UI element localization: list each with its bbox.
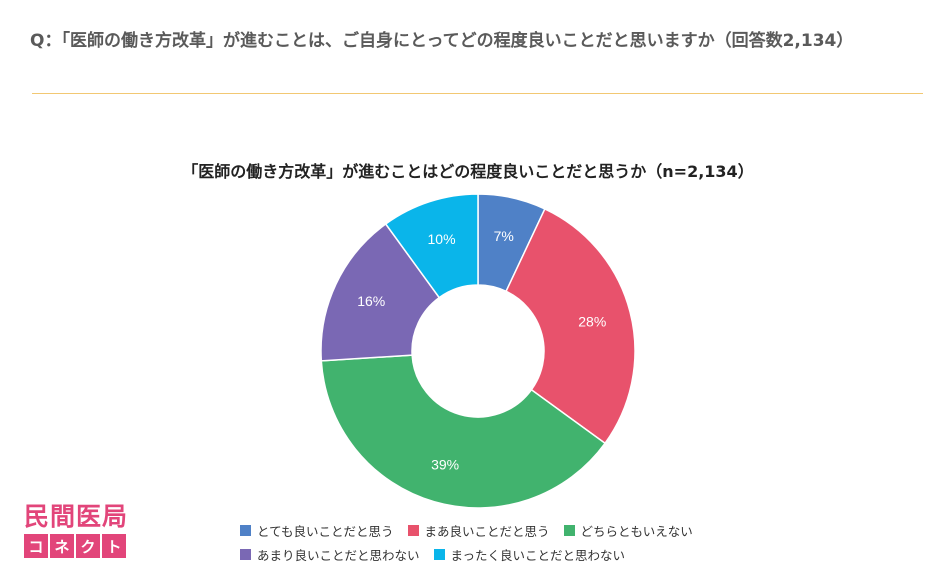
legend-label-not-very-good: あまり良いことだと思わない	[257, 547, 420, 563]
slice-label-not-very-good: 16%	[357, 293, 385, 309]
legend-row-2: あまり良いことだと思わない まったく良いことだと思わない	[240, 542, 800, 566]
legend-item-not-good-at-all: まったく良いことだと思わない	[433, 545, 626, 564]
donut-slice-not-good-at-all	[384, 193, 479, 299]
legend-label-neutral: どちらともいえない	[580, 523, 693, 539]
legend-item-somewhat-good: まあ良いことだと思う	[407, 521, 550, 540]
brand-logo: 民間医局 コ ネ ク ト	[24, 503, 134, 565]
legend-row-1: とても良いことだと思う まあ良いことだと思う どちらともいえない	[240, 518, 800, 542]
legend-label-very-good: とても良いことだと思う	[257, 523, 394, 539]
legend-label-not-good-at-all: まったく良いことだと思わない	[450, 547, 626, 563]
donut-slice-somewhat-good	[505, 207, 636, 445]
legend-label-somewhat-good: まあ良いことだと思う	[424, 523, 550, 539]
legend-swatch-not-good-at-all	[433, 548, 445, 560]
slice-label-neutral: 39%	[431, 456, 459, 472]
legend-swatch-neutral	[563, 524, 575, 536]
legend-item-not-very-good: あまり良いことだと思わない	[240, 545, 420, 564]
divider	[32, 93, 923, 94]
slice-label-very-good: 7%	[494, 228, 514, 244]
slice-label-somewhat-good: 28%	[578, 314, 606, 330]
slice-label-not-good-at-all: 10%	[428, 231, 456, 247]
legend-swatch-not-very-good	[240, 548, 251, 560]
legend-swatch-very-good	[240, 524, 251, 536]
chart-legend: とても良いことだと思う まあ良いことだと思う どちらともいえない あまり良いこと…	[240, 518, 800, 566]
donut-slice-neutral	[320, 354, 607, 509]
brand-logo-char-3: ク	[76, 534, 100, 558]
legend-item-very-good: とても良いことだと思う	[240, 521, 394, 540]
brand-logo-char-2: ネ	[50, 534, 74, 558]
brand-logo-subtitle: コ ネ ク ト	[24, 534, 134, 558]
question-text: Q：「医師の働き方改革」が進むことは、ご自身にとってどの程度良いことだと思います…	[30, 31, 854, 51]
legend-item-neutral: どちらともいえない	[563, 521, 693, 540]
brand-logo-char-1: コ	[24, 534, 48, 558]
legend-swatch-somewhat-good	[407, 524, 419, 536]
brand-logo-name: 民間医局	[24, 502, 129, 531]
brand-logo-char-4: ト	[102, 534, 126, 558]
chart-title: 「医師の働き方改革」が進むことはどの程度良いことだと思うか（n=2,134）	[182, 162, 754, 181]
